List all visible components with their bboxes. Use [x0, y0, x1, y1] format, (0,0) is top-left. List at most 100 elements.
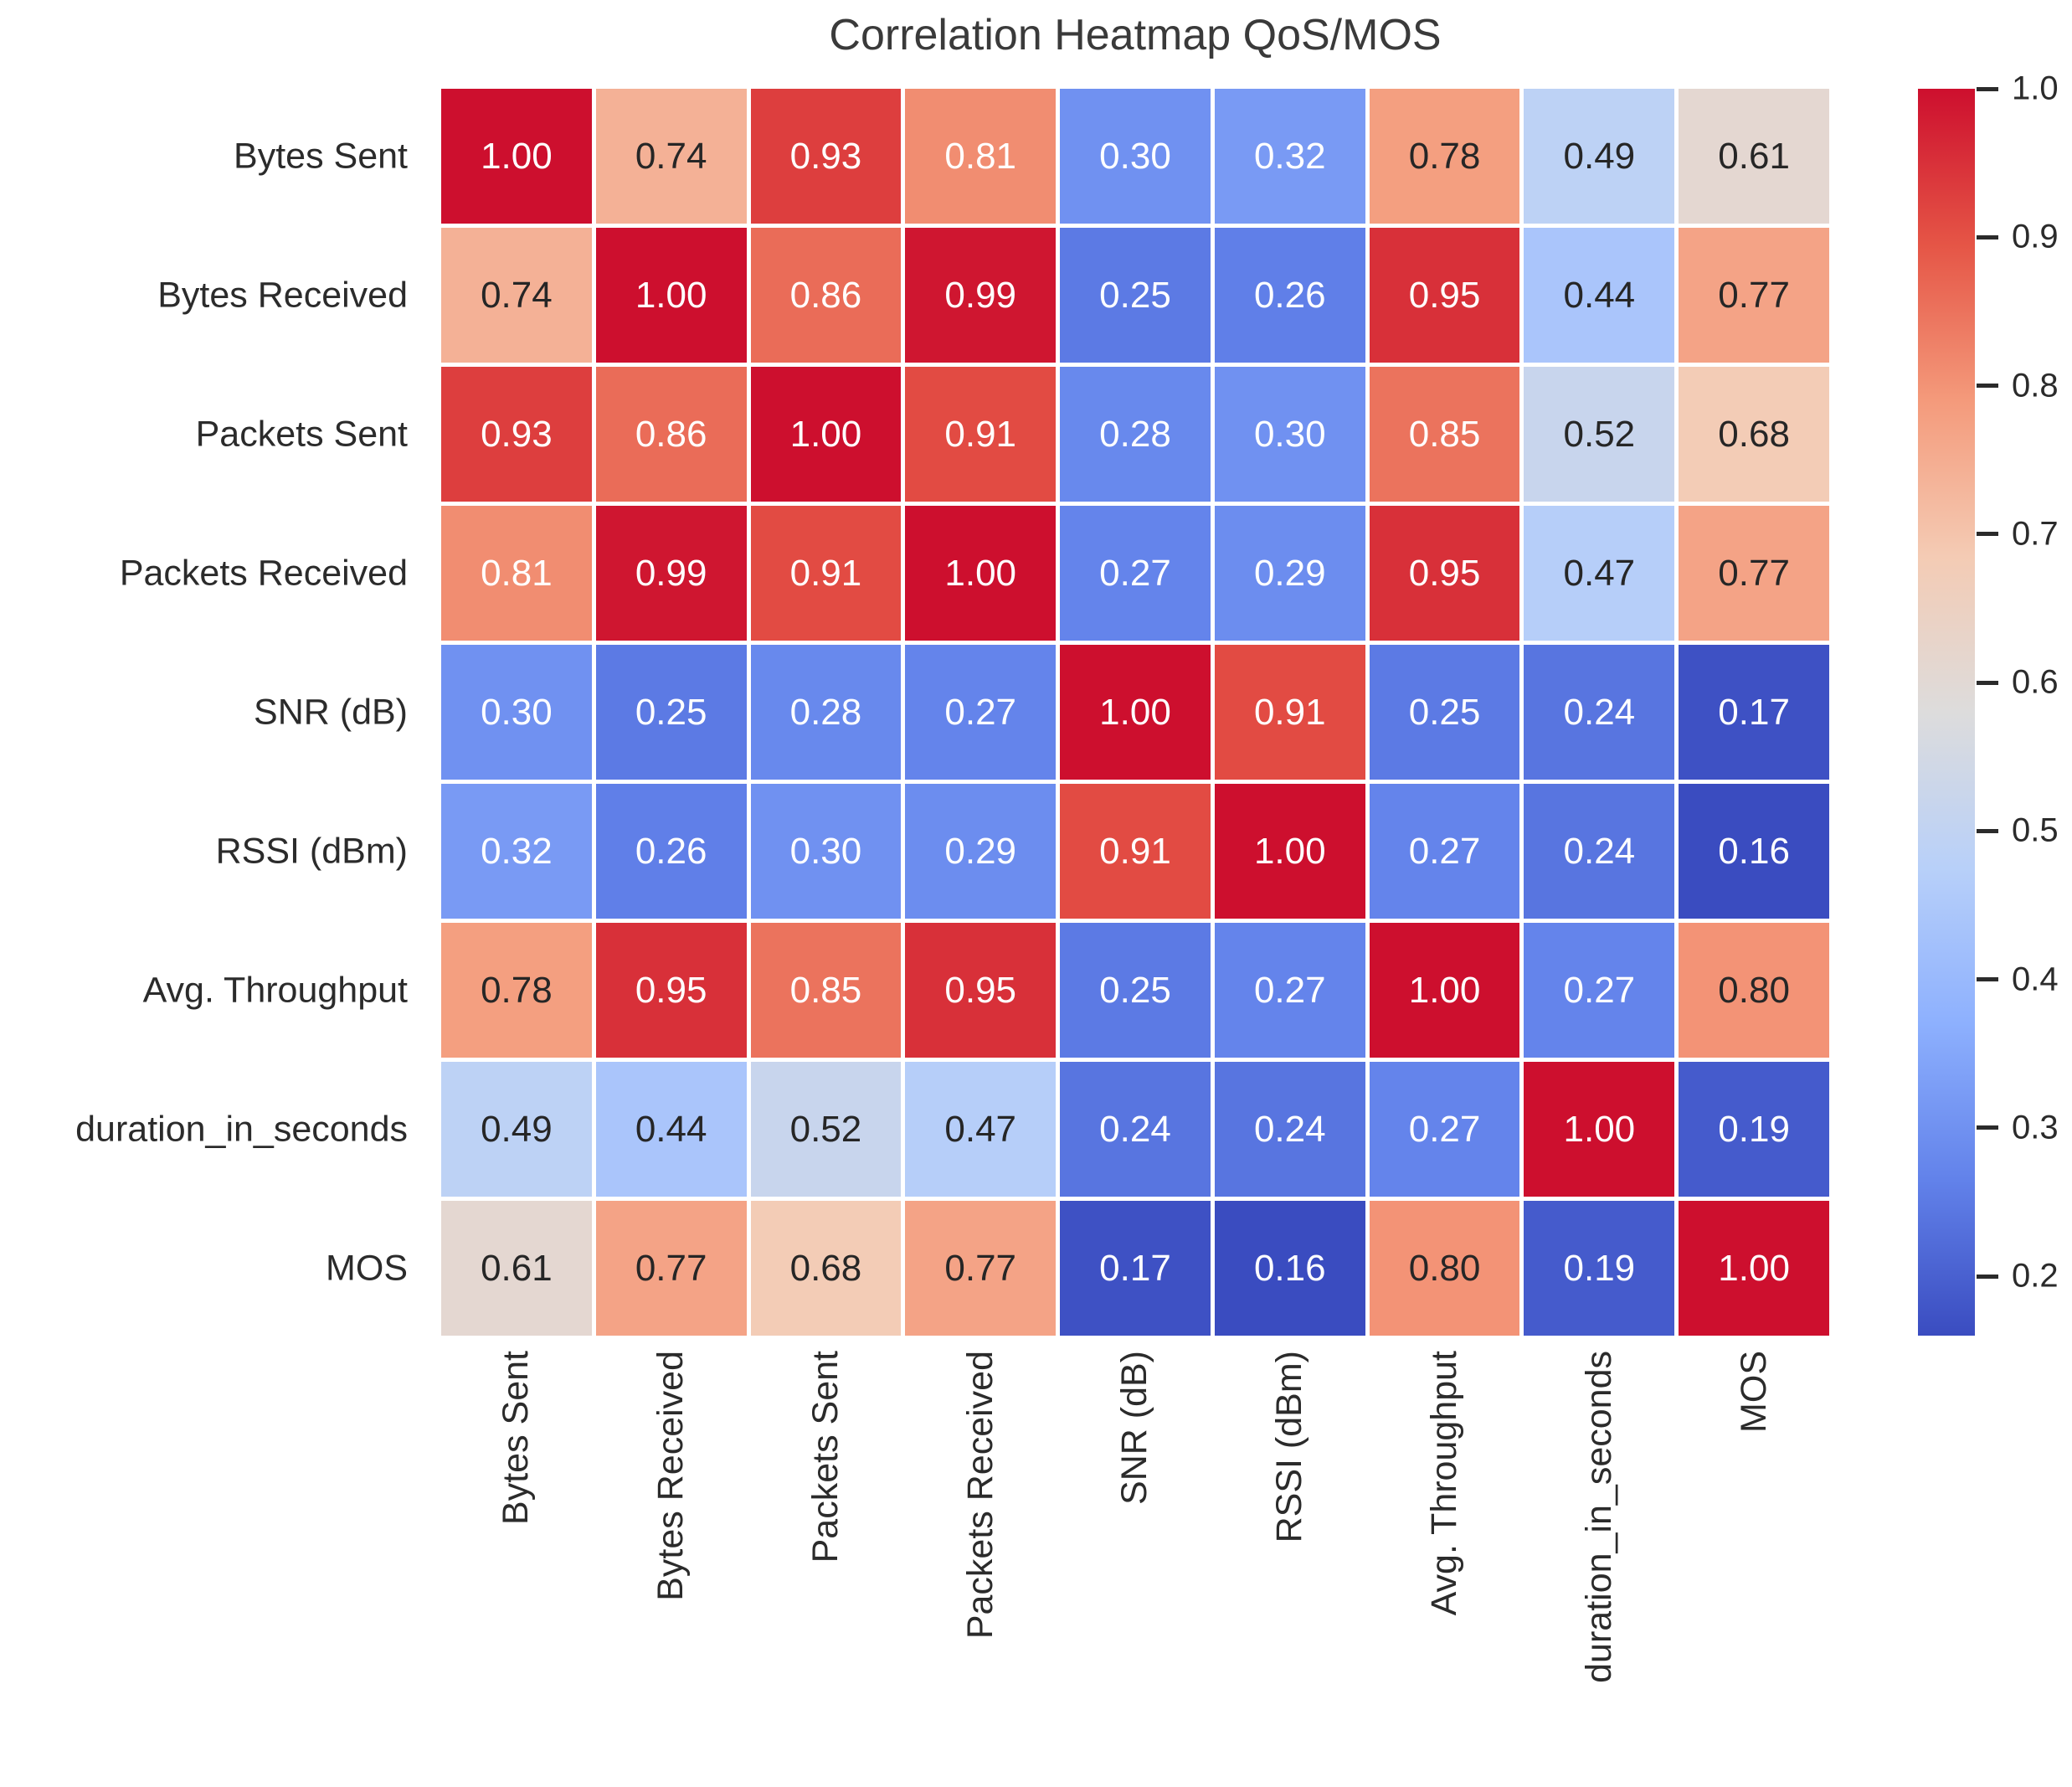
- colorbar-tick: [1977, 234, 1998, 239]
- heatmap-cell: 0.74: [441, 228, 592, 363]
- heatmap-cell: 0.61: [441, 1201, 592, 1336]
- colorbar-tick-label: 0.5: [2012, 811, 2059, 849]
- colorbar-tick: [1977, 1125, 1998, 1130]
- heatmap-cell: 0.27: [1369, 1062, 1520, 1197]
- heatmap-cell: 0.27: [1060, 506, 1211, 641]
- colorbar-tick-label: 0.7: [2012, 515, 2059, 553]
- heatmap-cell: 0.17: [1679, 645, 1829, 780]
- colorbar-tick-label: 0.2: [2012, 1257, 2059, 1295]
- heatmap-cell: 0.17: [1060, 1201, 1211, 1336]
- heatmap-cell: 0.47: [1524, 506, 1675, 641]
- heatmap-cell: 0.85: [750, 923, 902, 1058]
- heatmap-cell: 0.52: [1524, 367, 1675, 502]
- col-label-packets-received: Packets Received: [959, 1351, 1000, 1640]
- colorbar-tick: [1977, 680, 1998, 685]
- heatmap-cell: 0.32: [1214, 89, 1365, 224]
- col-label-avg-throughput: Avg. Throughput: [1424, 1351, 1465, 1616]
- heatmap-cell: 1.00: [750, 367, 902, 502]
- heatmap-cell: 0.25: [1369, 645, 1520, 780]
- heatmap-cell: 1.00: [905, 506, 1057, 641]
- heatmap-cell: 0.25: [1060, 228, 1211, 363]
- colorbar-tick-label: 1.0: [2012, 70, 2059, 107]
- row-label-bytes-sent: Bytes Sent: [234, 136, 408, 176]
- heatmap-cell: 0.16: [1214, 1201, 1365, 1336]
- heatmap-cell: 0.24: [1214, 1062, 1365, 1197]
- heatmap-cell: 0.77: [595, 1201, 747, 1336]
- heatmap-cell: 0.91: [1214, 645, 1365, 780]
- heatmap-cell: 0.52: [750, 1062, 902, 1197]
- heatmap-cell: 0.27: [1369, 784, 1520, 919]
- heatmap-cell: 1.00: [1369, 923, 1520, 1058]
- heatmap-cell: 0.29: [1214, 506, 1365, 641]
- heatmap-cell: 0.95: [905, 923, 1057, 1058]
- heatmap-cell: 0.91: [905, 367, 1057, 502]
- heatmap-cell: 0.29: [905, 784, 1057, 919]
- col-label-rssi-dbm: RSSI (dBm): [1269, 1351, 1310, 1543]
- heatmap-cell: 1.00: [1060, 645, 1211, 780]
- heatmap-cell: 0.61: [1679, 89, 1829, 224]
- heatmap-cell: 0.99: [595, 506, 747, 641]
- heatmap-cell: 1.00: [595, 228, 747, 363]
- heatmap-cell: 0.86: [595, 367, 747, 502]
- heatmap-grid: 1.00 0.74 0.93 0.81 0.30 0.32 0.78 0.49 0.61 0.74…: [441, 89, 1829, 1336]
- colorbar-tick: [1977, 828, 1998, 833]
- heatmap-cell: 0.68: [1679, 367, 1829, 502]
- colorbar-tick-label: 0.4: [2012, 960, 2059, 998]
- colorbar: 1.0 0.9 0.8 0.7 0.6 0.5 0.4 0.3 0.2: [1918, 70, 2069, 1336]
- colorbar-tick: [1977, 532, 1998, 537]
- row-label-packets-sent: Packets Sent: [195, 414, 408, 454]
- row-label-duration-in-seconds: duration_in_seconds: [75, 1109, 408, 1149]
- heatmap-cell: 0.30: [441, 645, 592, 780]
- heatmap-cell: 0.25: [595, 645, 747, 780]
- chart-title: Correlation Heatmap QoS/MOS: [829, 11, 1442, 59]
- heatmap-cell: 0.44: [595, 1062, 747, 1197]
- heatmap-cell: 0.49: [1524, 89, 1675, 224]
- heatmap-cell: 0.93: [750, 89, 902, 224]
- col-label-bytes-received: Bytes Received: [650, 1351, 692, 1601]
- heatmap-cell: 0.77: [905, 1201, 1057, 1336]
- heatmap-cell: 0.19: [1524, 1201, 1675, 1336]
- colorbar-tick: [1977, 384, 1998, 389]
- heatmap-cell: 0.77: [1679, 506, 1829, 641]
- col-label-bytes-sent: Bytes Sent: [496, 1351, 537, 1525]
- heatmap-cell: 0.80: [1679, 923, 1829, 1058]
- heatmap-cell: 0.44: [1524, 228, 1675, 363]
- heatmap-cell: 0.85: [1369, 367, 1520, 502]
- heatmap-cell: 0.99: [905, 228, 1057, 363]
- x-axis-labels: Bytes Sent Bytes Received Packets Sent Pack…: [441, 1351, 1829, 1744]
- y-axis-labels: Bytes Sent Bytes Received Packets Sent Pack…: [0, 89, 423, 1336]
- heatmap-cell: 0.78: [441, 923, 592, 1058]
- heatmap-cell: 0.95: [595, 923, 747, 1058]
- heatmap-cell: 0.95: [1369, 228, 1520, 363]
- heatmap-cell: 0.28: [1060, 367, 1211, 502]
- heatmap-cell: 0.26: [1214, 228, 1365, 363]
- heatmap-cell: 0.24: [1524, 784, 1675, 919]
- colorbar-tick-label: 0.9: [2012, 218, 2059, 255]
- heatmap-cell: 0.78: [1369, 89, 1520, 224]
- heatmap-cell: 0.27: [905, 645, 1057, 780]
- colorbar-tick-label: 0.3: [2012, 1109, 2059, 1146]
- col-label-duration-in-seconds: duration_in_seconds: [1578, 1351, 1619, 1683]
- col-label-snr-db: SNR (dB): [1114, 1351, 1155, 1505]
- heatmap-cell: 0.24: [1060, 1062, 1211, 1197]
- heatmap-cell: 0.81: [905, 89, 1057, 224]
- heatmap-cell: 0.30: [1214, 367, 1365, 502]
- heatmap-cell: 0.28: [750, 645, 902, 780]
- row-label-mos: MOS: [326, 1248, 408, 1288]
- heatmap-cell: 0.19: [1679, 1062, 1829, 1197]
- colorbar-tick: [1977, 86, 1998, 91]
- colorbar-tick-label: 0.6: [2012, 663, 2059, 701]
- heatmap-cell: 0.91: [1060, 784, 1211, 919]
- row-label-avg-throughput: Avg. Throughput: [142, 970, 408, 1010]
- heatmap-cell: 0.24: [1524, 645, 1675, 780]
- heatmap-cell: 0.27: [1214, 923, 1365, 1058]
- heatmap-cell: 1.00: [441, 89, 592, 224]
- heatmap-cell: 0.49: [441, 1062, 592, 1197]
- heatmap-cell: 0.77: [1679, 228, 1829, 363]
- heatmap-cell: 0.30: [750, 784, 902, 919]
- colorbar-tick: [1977, 1274, 1998, 1279]
- heatmap-cell: 0.86: [750, 228, 902, 363]
- heatmap-cell: 0.95: [1369, 506, 1520, 641]
- heatmap-cell: 0.47: [905, 1062, 1057, 1197]
